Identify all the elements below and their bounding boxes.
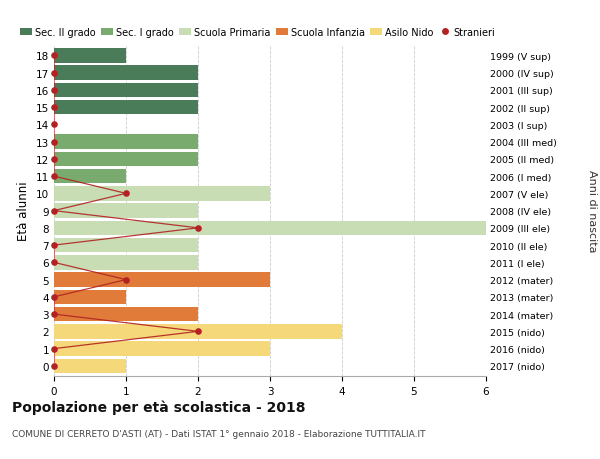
- Text: Popolazione per età scolastica - 2018: Popolazione per età scolastica - 2018: [12, 399, 305, 414]
- Point: [121, 190, 131, 197]
- Bar: [54, 84, 198, 98]
- Text: COMUNE DI CERRETO D'ASTI (AT) - Dati ISTAT 1° gennaio 2018 - Elaborazione TUTTIT: COMUNE DI CERRETO D'ASTI (AT) - Dati IST…: [12, 429, 425, 438]
- Point: [49, 345, 59, 353]
- Y-axis label: Età alunni: Età alunni: [17, 181, 31, 241]
- Bar: [54, 169, 126, 184]
- Point: [49, 173, 59, 180]
- Bar: [54, 66, 198, 81]
- Point: [49, 207, 59, 215]
- Bar: [54, 325, 342, 339]
- Bar: [54, 187, 270, 201]
- Point: [49, 242, 59, 249]
- Point: [49, 52, 59, 60]
- Bar: [54, 256, 198, 270]
- Bar: [54, 273, 270, 287]
- Bar: [54, 307, 198, 322]
- Text: Anni di nascita: Anni di nascita: [587, 170, 597, 252]
- Point: [49, 294, 59, 301]
- Bar: [54, 359, 126, 373]
- Bar: [54, 238, 198, 253]
- Point: [49, 311, 59, 318]
- Point: [49, 87, 59, 95]
- Legend: Sec. II grado, Sec. I grado, Scuola Primaria, Scuola Infanzia, Asilo Nido, Stran: Sec. II grado, Sec. I grado, Scuola Prim…: [20, 28, 496, 38]
- Bar: [54, 101, 198, 115]
- Bar: [54, 135, 198, 150]
- Bar: [54, 49, 126, 63]
- Bar: [54, 290, 126, 304]
- Bar: [54, 341, 270, 356]
- Point: [49, 70, 59, 77]
- Point: [193, 225, 203, 232]
- Bar: [54, 204, 198, 218]
- Point: [49, 121, 59, 129]
- Point: [49, 104, 59, 112]
- Point: [49, 139, 59, 146]
- Point: [49, 156, 59, 163]
- Bar: [54, 221, 558, 235]
- Point: [193, 328, 203, 335]
- Point: [49, 363, 59, 370]
- Point: [49, 259, 59, 266]
- Bar: [54, 152, 198, 167]
- Point: [121, 276, 131, 284]
